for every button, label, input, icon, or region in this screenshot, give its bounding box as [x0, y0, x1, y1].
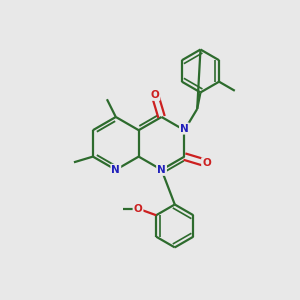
Text: O: O	[202, 158, 211, 168]
Text: N: N	[180, 124, 189, 134]
Text: O: O	[151, 90, 159, 100]
Text: N: N	[111, 165, 120, 175]
Text: N: N	[157, 165, 166, 175]
Text: O: O	[134, 204, 142, 214]
